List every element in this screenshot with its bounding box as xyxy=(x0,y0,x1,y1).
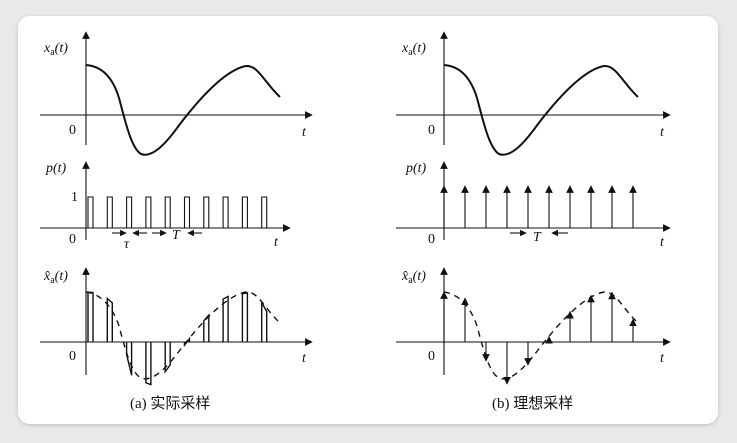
pulse xyxy=(222,196,229,228)
xlabel-t: t xyxy=(660,235,665,250)
figure-card xyxy=(18,16,718,424)
origin-label: 0 xyxy=(69,123,76,138)
origin-label: 0 xyxy=(428,123,435,138)
envelope-curve xyxy=(85,291,281,380)
sample-bar xyxy=(203,313,210,342)
ylabel-pt: p(t) xyxy=(45,161,67,176)
sample-bar xyxy=(145,342,152,386)
origin-label: 0 xyxy=(428,232,435,247)
xlabel-t: t xyxy=(302,125,307,140)
signal-curve xyxy=(443,64,639,156)
pulse xyxy=(261,196,268,228)
pulse xyxy=(126,196,133,228)
xlabel-t: t xyxy=(302,351,307,366)
sample-bar xyxy=(164,342,171,374)
origin-label: 0 xyxy=(69,349,76,364)
pulse xyxy=(203,196,210,228)
panel-b-signal-plot: xa(t) 0 t xyxy=(396,31,671,156)
level-label: 1 xyxy=(71,190,78,205)
ylabel-pt: p(t) xyxy=(405,161,427,176)
panel-a: xa(t) 0 t p(t) 1 0 t τ T xyxy=(40,31,313,412)
sample-bar xyxy=(183,336,191,348)
sample-bars xyxy=(87,291,268,386)
envelope-curve xyxy=(443,291,639,380)
xlabel-t: t xyxy=(660,125,665,140)
pulse xyxy=(87,196,94,228)
period-label: T xyxy=(172,228,181,243)
signal-curve xyxy=(85,64,281,156)
xlabel-t: t xyxy=(660,351,665,366)
tau-label: τ xyxy=(124,237,130,252)
sample-bar xyxy=(261,302,268,342)
sample-bar xyxy=(87,291,94,342)
sample-bar xyxy=(106,296,113,342)
caption-a: (a) 实际采样 xyxy=(130,395,210,412)
pulse xyxy=(106,196,113,228)
pulse-train xyxy=(87,196,268,228)
ylabel-xa: xa(t) xyxy=(43,41,68,58)
sample-bar xyxy=(222,295,229,342)
ylabel-xhat: x̂a(t) xyxy=(401,269,426,286)
pulse xyxy=(164,196,171,228)
origin-label: 0 xyxy=(428,349,435,364)
caption-b: (b) 理想采样 xyxy=(492,395,573,412)
sampled-impulses xyxy=(440,291,637,385)
panel-a-signal-plot: xa(t) 0 t xyxy=(40,31,313,156)
period-label: T xyxy=(533,230,542,245)
pulse xyxy=(241,196,248,228)
ylabel-xa: xa(t) xyxy=(401,41,426,58)
panel-b-impulse-plot: p(t) 0 t T xyxy=(396,161,671,250)
panel-a-pulse-plot: p(t) 1 0 t τ T xyxy=(40,161,291,252)
panel-b-sampled-plot: x̂a(t) 0 t xyxy=(396,267,671,385)
ylabel-xhat: x̂a(t) xyxy=(43,269,68,286)
impulse-train xyxy=(440,185,637,228)
pulse xyxy=(145,196,152,228)
panel-a-sampled-plot: x̂a(t) 0 t xyxy=(40,267,313,386)
sample-bar xyxy=(241,292,249,342)
pulse xyxy=(183,196,191,228)
sample-bar xyxy=(125,342,133,376)
panel-b: xa(t) 0 t p(t) 0 t T x̂a(t) 0 t (b) 理想采样 xyxy=(396,31,671,412)
origin-label: 0 xyxy=(69,232,76,247)
xlabel-t: t xyxy=(274,235,279,250)
